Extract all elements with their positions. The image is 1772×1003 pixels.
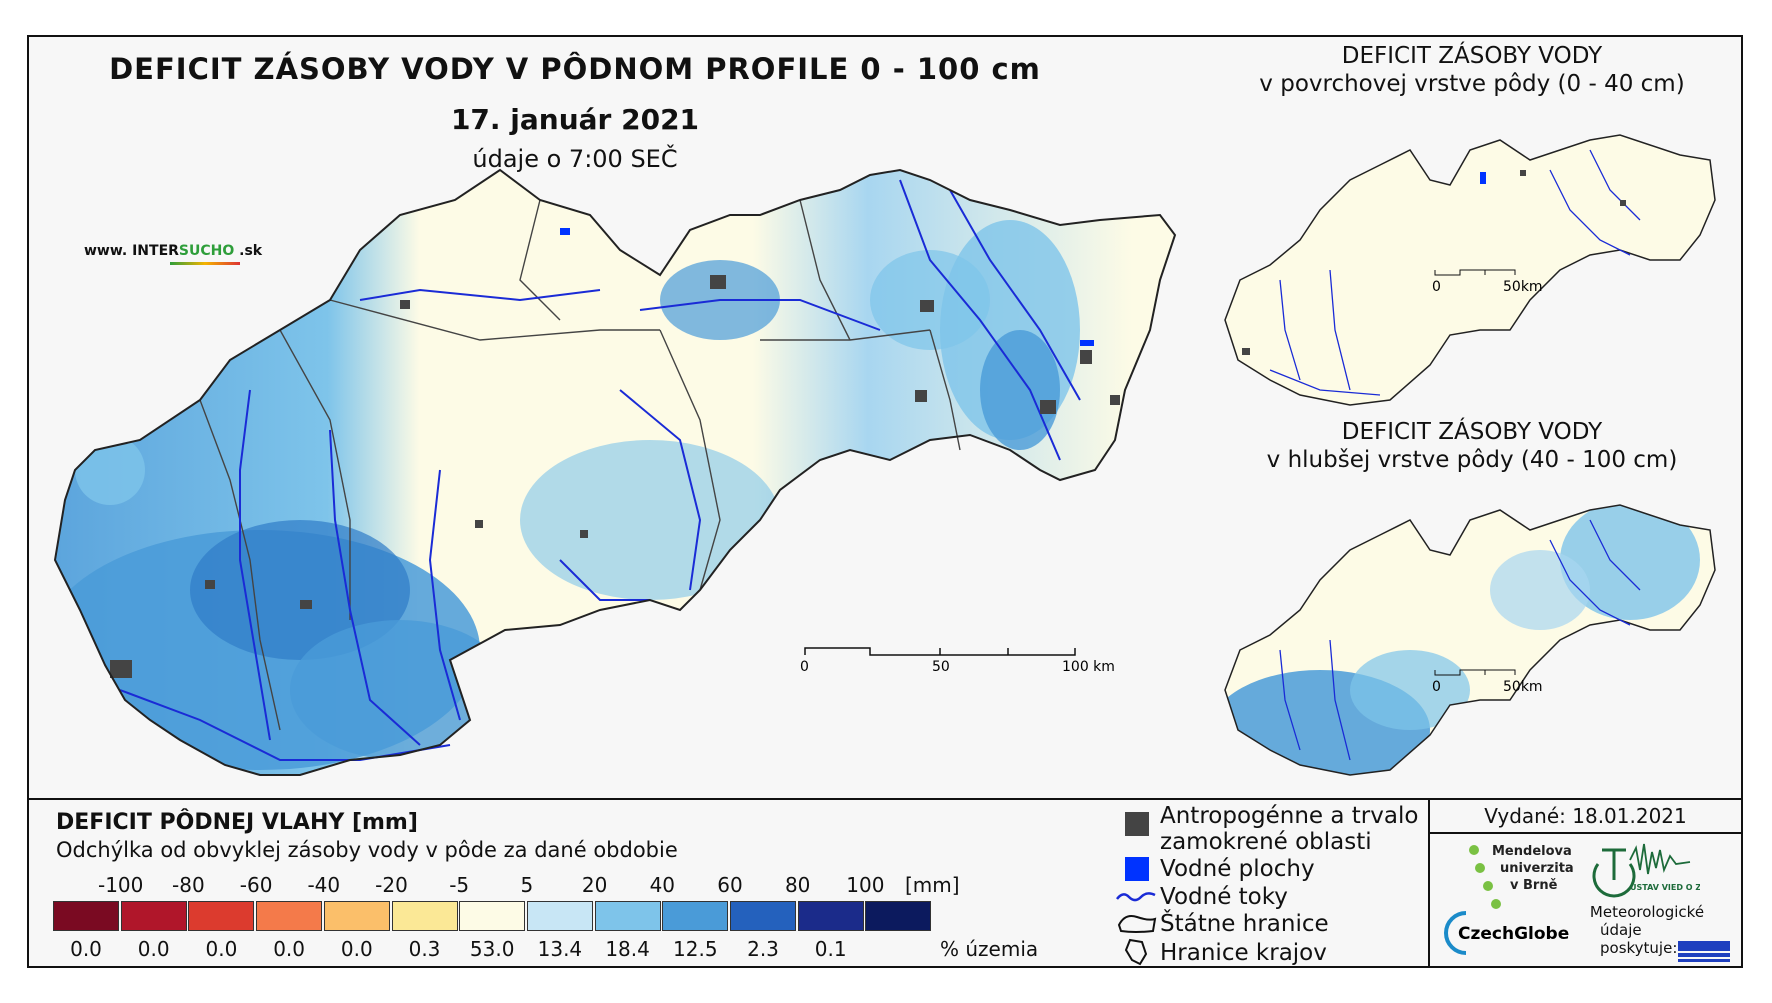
color-class-percent: 13.4 bbox=[537, 937, 583, 961]
color-break-label: 80 bbox=[784, 873, 811, 897]
legend-unit: [mm] bbox=[905, 873, 960, 897]
main-scale-label-100: 100 km bbox=[1062, 659, 1115, 675]
website-label: www. INTERSUCHO .sk bbox=[84, 243, 263, 259]
ustav-logo: ÚSTAV VIED O ZEMI bbox=[1592, 843, 1700, 898]
color-class-percent: 0.0 bbox=[70, 937, 102, 961]
color-class-percent: 12.5 bbox=[673, 937, 718, 961]
map-time-note: údaje o 7:00 SEČ bbox=[472, 145, 678, 173]
issued-underline bbox=[1428, 832, 1741, 834]
color-break-label: -20 bbox=[375, 873, 408, 897]
color-class-swatch bbox=[797, 901, 864, 931]
urban-swatch bbox=[1125, 812, 1149, 836]
inset-bottom-scale-bar bbox=[1434, 669, 1516, 676]
color-class-swatch bbox=[594, 901, 661, 931]
shmu-logo bbox=[1678, 941, 1730, 962]
region-borders bbox=[199, 199, 961, 731]
legend-subtitle: Odchýlka od obvyklej zásoby vody v pôde … bbox=[56, 838, 678, 862]
urban-areas bbox=[110, 275, 1120, 678]
map-date: 17. január 2021 bbox=[450, 103, 700, 136]
color-class-swatch bbox=[53, 901, 119, 931]
color-class-swatch bbox=[459, 901, 526, 931]
inset-bottom-title: DEFICIT ZÁSOBY VODY v hlubšej vrstve pôd… bbox=[1266, 419, 1678, 473]
inset-bottom-rivers bbox=[1279, 519, 1641, 761]
map-title: DEFICIT ZÁSOBY VODY V PÔDNOM PROFILE 0 -… bbox=[109, 52, 1041, 86]
mendel-logo: Mendelova univerzita v Brně bbox=[1492, 844, 1574, 893]
color-class-percent: 0.0 bbox=[273, 937, 305, 961]
legend-water-bodies: Vodné plochy bbox=[1160, 856, 1315, 882]
inset-bottom-map: 0 50km bbox=[1224, 504, 1716, 776]
color-break-label: 60 bbox=[717, 873, 743, 897]
color-break-label: -60 bbox=[239, 873, 273, 897]
color-class-swatch bbox=[526, 901, 593, 931]
inset-bottom-scale-50: 50km bbox=[1503, 679, 1543, 695]
color-class-swatch bbox=[188, 901, 255, 931]
color-class-swatch bbox=[120, 901, 187, 931]
rivers bbox=[119, 179, 1081, 761]
color-break-label: 100 bbox=[846, 873, 885, 897]
issued-date: Vydané: 18.01.2021 bbox=[1484, 804, 1687, 828]
website-underline bbox=[170, 262, 240, 265]
color-class-percent: 0.0 bbox=[340, 937, 373, 961]
color-break-label: -40 bbox=[307, 873, 341, 897]
mendel-dots bbox=[1469, 845, 1501, 909]
inset-top-water bbox=[1480, 172, 1486, 184]
color-class-percent: 0.1 bbox=[814, 937, 847, 961]
provider-label: Meteorologické údaje poskytuje: bbox=[1589, 903, 1705, 957]
color-break-label: -80 bbox=[172, 873, 205, 897]
issued-separator bbox=[1428, 800, 1430, 968]
main-scale-bar bbox=[804, 647, 1076, 656]
legend-pct-label: % územia bbox=[940, 937, 1039, 961]
color-class-percent: 18.4 bbox=[605, 937, 650, 961]
color-class-percent: 0.0 bbox=[137, 937, 170, 961]
state-border bbox=[53, 168, 1177, 776]
legend-urban: Antropogénne a trvalo zamokrené oblasti bbox=[1160, 803, 1419, 855]
color-break-label: 5 bbox=[520, 873, 534, 897]
color-class-percent: 53.0 bbox=[469, 937, 515, 961]
legend-separator bbox=[29, 798, 1741, 800]
color-class-swatch bbox=[730, 901, 796, 931]
inset-bottom-country bbox=[1224, 504, 1716, 776]
legend-title: DEFICIT PÔDNEJ VLAHY [mm] bbox=[56, 810, 418, 835]
inset-top-scale-bar bbox=[1434, 269, 1516, 276]
water-swatch bbox=[1125, 857, 1149, 881]
color-break-label: -5 bbox=[449, 873, 470, 897]
state-border-swatch bbox=[1117, 915, 1157, 933]
legend-rivers: Vodné toky bbox=[1160, 884, 1288, 910]
color-break-label: -100 bbox=[97, 873, 144, 897]
czechglobe-logo: CzechGlobe bbox=[1444, 911, 1569, 955]
color-class-percent: 2.3 bbox=[747, 937, 779, 961]
color-class-swatch bbox=[865, 901, 932, 931]
color-class-swatch bbox=[256, 901, 323, 931]
color-break-label: 40 bbox=[649, 873, 676, 897]
color-class-percent: 0.0 bbox=[205, 937, 238, 961]
inset-top-scale-0: 0 bbox=[1432, 279, 1441, 295]
color-break-label: 20 bbox=[581, 873, 608, 897]
main-scale-label-0: 0 bbox=[800, 659, 809, 675]
water-bodies bbox=[560, 228, 1094, 346]
legend-regions: Hranice krajov bbox=[1160, 940, 1327, 966]
color-class-swatch bbox=[662, 901, 729, 931]
inset-bottom-scale-0: 0 bbox=[1432, 679, 1441, 695]
river-swatch bbox=[1116, 892, 1156, 902]
color-class-percent: 0.3 bbox=[408, 937, 441, 961]
inset-top-title: DEFICIT ZÁSOBY VODY v povrchovej vrstve … bbox=[1259, 43, 1685, 97]
inset-top-rivers bbox=[1269, 149, 1641, 396]
color-class-swatch bbox=[391, 901, 458, 931]
legend-state-border: Štátne hranice bbox=[1160, 911, 1329, 937]
region-border-swatch bbox=[1124, 938, 1148, 966]
inset-top-scale-50: 50km bbox=[1503, 279, 1543, 295]
inset-top-map: 0 50km bbox=[1224, 134, 1716, 406]
czechglobe-text: CzechGlobe bbox=[1458, 924, 1569, 944]
color-class-swatch bbox=[323, 901, 390, 931]
inset-top-urban bbox=[1242, 170, 1626, 355]
ustav-logo-text: ÚSTAV VIED O ZEMI bbox=[1630, 881, 1700, 892]
deficit-raster bbox=[55, 170, 1175, 775]
main-scale-label-50: 50 bbox=[932, 659, 950, 675]
